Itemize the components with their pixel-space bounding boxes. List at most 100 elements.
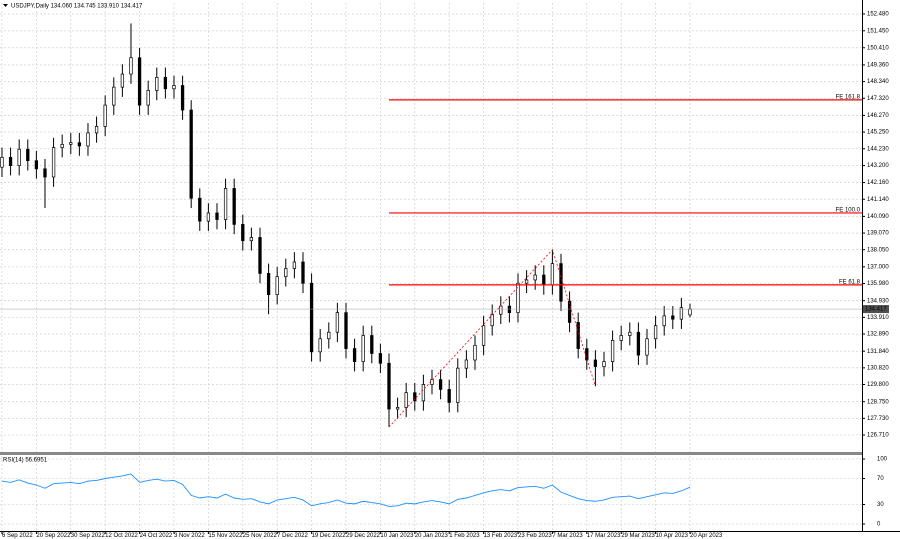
x-tick-label: 29 Dec 2022 [346,533,381,539]
y-tick-label: 133.910 [867,315,889,321]
candle-body [146,90,150,106]
candle-body [671,315,675,320]
x-tick-label: 19 Dec 2022 [312,533,347,539]
x-tick-label: 17 Mar 2023 [587,533,621,539]
candle-body [77,142,82,147]
rsi-title: RSI(14) 56.6951 [3,458,48,464]
candle-body [275,276,279,296]
fibo-label: FE 61.8 [839,279,861,285]
candle-body [602,361,606,367]
x-tick-label: 20 Jan 2023 [415,533,449,539]
y-tick-label: 142.160 [867,180,889,186]
candle-body [344,312,348,349]
candle-body [94,126,99,134]
candle-body [559,263,563,302]
y-tick-label: 150.410 [867,45,889,51]
y-tick-label: 140.090 [867,214,889,220]
y-tick-label: 151.450 [867,28,889,34]
candle-body [301,261,305,284]
x-tick-label: 20 Sep 2022 [36,533,71,539]
candle-body [688,308,692,316]
y-tick-label: 147.320 [867,96,889,102]
candle-body [370,335,374,354]
y-tick-label: 100 [877,457,888,463]
marks-layer: FE 161.8 FE 100.0 FE 61.8 [0,23,862,507]
candle-body [223,188,228,220]
candle-body [387,362,391,410]
last-price-label: 134.417 [865,307,887,313]
candle-body [447,389,451,403]
candle-body [266,273,271,296]
candle-body [43,168,47,178]
candle-body [550,263,555,286]
x-tick-label: 25 Nov 2022 [243,533,278,539]
y-tick-label: 131.840 [867,349,889,355]
candle-body [628,331,632,336]
candle-body [327,331,331,340]
candle-body [8,157,13,166]
candle-body [636,331,641,356]
x-tick-label: 1 Feb 2023 [449,533,480,539]
fibo-label: FE 100.0 [836,208,861,214]
candle-body [51,147,56,178]
candle-body [481,325,486,346]
y-tick-label: 137.000 [867,264,889,270]
y-tick-label: 30 [877,502,884,508]
candle-body [206,212,211,222]
candle-body [507,305,512,313]
candle-body [378,353,383,364]
y-tick-label: 146.270 [867,113,889,119]
candle-body [172,85,176,90]
candle-body [421,384,426,402]
candle-body [464,359,469,369]
y-tick-label: 148.340 [867,79,889,85]
chart-title: USDJPY,Daily 134.060 134.745 133.910 134… [11,4,143,10]
candle-body [361,335,365,362]
candle-body [499,305,503,315]
candle-body [129,57,133,75]
candle-body [567,300,572,323]
candle-body [215,212,219,220]
candle-body [232,188,236,225]
candle-body [679,307,684,320]
candle-body [241,224,245,242]
candle-body [86,132,90,147]
y-tick-label: 0 [877,522,881,528]
y-tick-label: 152.480 [867,12,889,18]
x-tick-label: 7 Mar 2023 [552,533,583,539]
y-tick-label: 70 [877,476,884,482]
candle-body [34,160,39,170]
candle-body [318,338,322,353]
y-tick-label: 130.820 [867,365,889,371]
last-price-box [863,305,889,314]
candle-body [533,274,537,281]
candle-body [542,274,546,286]
candle-body [103,104,107,127]
y-tick-label: 126.710 [867,433,889,439]
candle-body [352,348,357,362]
x-tick-label: 23 Feb 2023 [518,533,552,539]
symbol-arrow [3,4,8,7]
candle-body [516,282,520,313]
x-tick-label: 10 Apr 2023 [656,533,689,539]
candle-body [26,148,30,162]
candle-body [284,268,288,278]
candle-body [490,313,494,327]
x-tick-label: 6 Sep 2022 [2,533,33,539]
y-tick-label: 141.140 [867,197,889,203]
candle-body [69,142,73,145]
candle-body [198,197,202,222]
candle-body [524,279,529,284]
candle-body [662,315,666,327]
y-tick-label: 129.800 [867,382,889,388]
x-tick-label: 30 Sep 2022 [71,533,106,539]
y-tick-label: 143.200 [867,163,889,169]
candle-body [404,392,408,408]
y-tick-label: 138.050 [867,247,889,253]
candle-body [473,344,477,361]
candle-body [180,85,185,111]
candle-body [619,335,623,341]
candle-body [155,76,159,91]
candle-body [335,312,340,333]
candle-body [576,322,580,349]
